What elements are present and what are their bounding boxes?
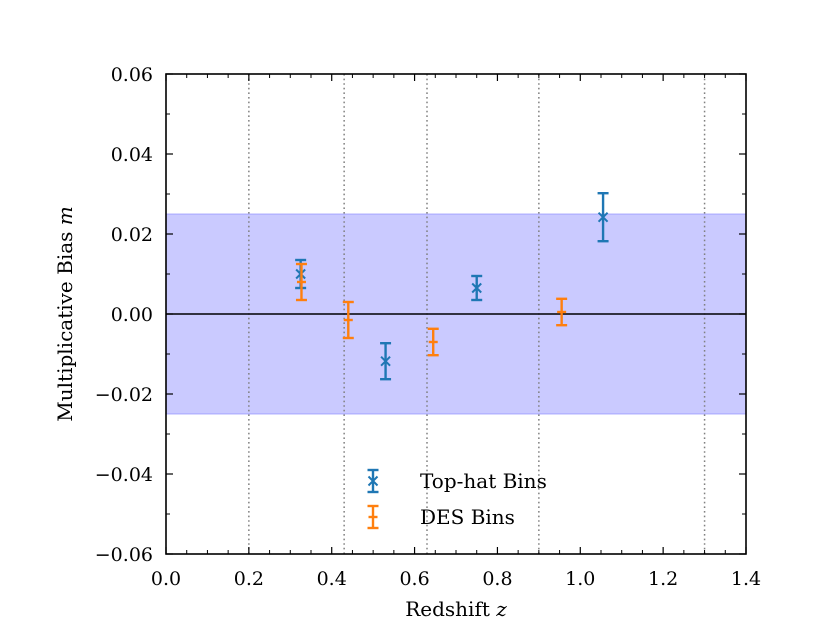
x-tick-label: 1.2 <box>648 568 678 590</box>
des-point-2 <box>427 327 439 357</box>
x-axis-title: Redshift z <box>405 597 507 621</box>
legend-label-top-hat-bins: Top-hat Bins <box>420 469 547 493</box>
top-hat-point-3 <box>597 191 609 243</box>
top-hat-point-1 <box>380 342 392 381</box>
x-tick-label: 0.4 <box>317 568 347 590</box>
y-tick-label: 0.06 <box>111 64 153 86</box>
x-tick-label: 0.6 <box>399 568 429 590</box>
x-tick-label: 0.0 <box>151 568 181 590</box>
top-hat-point-2-marker <box>471 282 482 294</box>
legend-marker-des-bins <box>367 504 379 530</box>
y-tick-label: 0.04 <box>111 144 153 166</box>
legend-marker-top-hat-bins <box>367 468 379 494</box>
legend: Top-hat Bins DES Bins <box>367 468 547 530</box>
plot-frame <box>165 73 747 555</box>
legend-item-top-hat-bins: Top-hat Bins <box>367 468 547 494</box>
top-hat-point-1-marker <box>380 355 391 367</box>
y-axis-title: Multiplicative Bias m <box>53 206 77 421</box>
y-tick-label: −0.06 <box>95 544 153 566</box>
y-tick-label: 0.02 <box>111 224 153 246</box>
y-tick-label: 0.00 <box>111 304 153 326</box>
legend-item-des-bins: DES Bins <box>367 504 515 530</box>
series-layer <box>295 191 609 381</box>
top-hat-point-3-marker <box>597 211 609 223</box>
x-tick-label: 0.2 <box>234 568 264 590</box>
y-tick-label: −0.04 <box>95 464 153 486</box>
des-point-0 <box>295 262 307 302</box>
x-tick-label: 1.0 <box>565 568 595 590</box>
des-point-1 <box>342 300 354 340</box>
legend-top-hat-marker <box>367 475 379 487</box>
series-des-bins <box>295 262 568 357</box>
legend-label-des-bins: DES Bins <box>420 505 515 529</box>
x-tick-label: 0.8 <box>482 568 512 590</box>
des-point-3 <box>556 297 568 327</box>
x-tick-label: 1.4 <box>731 568 761 590</box>
top-hat-point-2 <box>471 274 483 302</box>
tick-labels: 0.0 0.2 0.4 0.6 0.8 1.0 1.2 1.4 −0.06 −0.04 −0.02 0… <box>95 64 761 590</box>
y-tick-label: −0.02 <box>95 384 153 406</box>
